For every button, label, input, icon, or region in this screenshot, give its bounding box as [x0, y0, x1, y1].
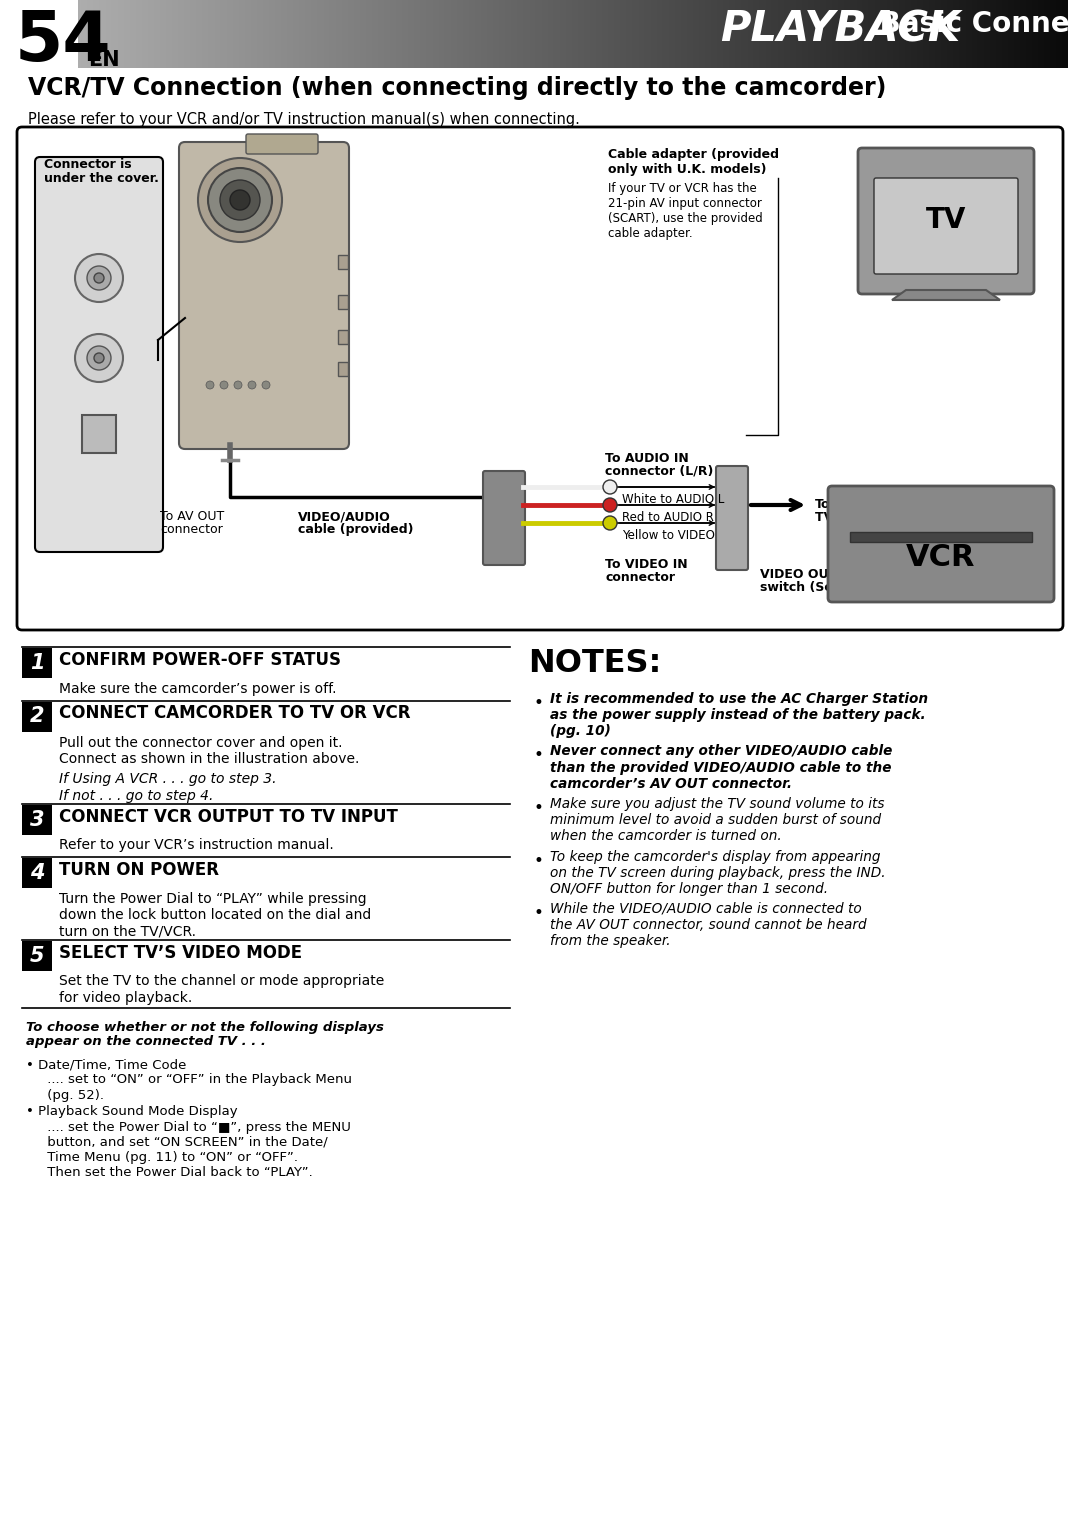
Text: 2: 2: [30, 707, 44, 727]
Text: If your TV or VCR has the
21-pin AV input connector
(SCART), use the provided
ca: If your TV or VCR has the 21-pin AV inpu…: [608, 182, 762, 241]
Circle shape: [234, 382, 242, 389]
Text: Connector is: Connector is: [44, 158, 132, 172]
Circle shape: [208, 169, 272, 231]
Circle shape: [262, 382, 270, 389]
Bar: [338, 362, 348, 376]
Text: CONFIRM POWER-OFF STATUS: CONFIRM POWER-OFF STATUS: [59, 652, 341, 668]
Text: To choose whether or not the following displays
appear on the connected TV . . .: To choose whether or not the following d…: [26, 1021, 383, 1049]
Text: TURN ON POWER: TURN ON POWER: [59, 862, 219, 878]
Bar: [22, 805, 52, 834]
Text: •: •: [534, 851, 544, 869]
Polygon shape: [892, 290, 1000, 300]
Text: Basic Connections: Basic Connections: [870, 11, 1080, 38]
Circle shape: [220, 179, 260, 221]
FancyBboxPatch shape: [858, 149, 1034, 294]
Text: •: •: [534, 799, 544, 817]
Text: Cable adapter (provided
only with U.K. models): Cable adapter (provided only with U.K. m…: [608, 149, 779, 176]
Text: Never connect any other VIDEO/AUDIO cable
than the provided VIDEO/AUDIO cable to: Never connect any other VIDEO/AUDIO cabl…: [550, 745, 892, 791]
Circle shape: [75, 254, 123, 302]
Text: •: •: [534, 694, 544, 711]
Text: Set the TV to the channel or mode appropriate
for video playback.: Set the TV to the channel or mode approp…: [59, 975, 384, 1004]
Bar: [338, 254, 348, 268]
Text: To AUDIO IN: To AUDIO IN: [605, 452, 689, 464]
Text: 1: 1: [30, 653, 44, 673]
Text: VIDEO OUT select: VIDEO OUT select: [760, 569, 883, 581]
Bar: [22, 858, 52, 888]
Circle shape: [87, 267, 111, 290]
Text: SELECT TV’S VIDEO MODE: SELECT TV’S VIDEO MODE: [59, 943, 302, 961]
FancyBboxPatch shape: [35, 156, 163, 552]
Circle shape: [603, 517, 617, 530]
Text: If Using A VCR . . . go to step 3.
If not . . . go to step 4.: If Using A VCR . . . go to step 3. If no…: [59, 773, 276, 803]
Text: connector: connector: [605, 570, 675, 584]
FancyBboxPatch shape: [483, 471, 525, 566]
Bar: [22, 648, 52, 678]
Text: 3: 3: [30, 809, 44, 829]
Text: To AV OUT: To AV OUT: [160, 510, 225, 523]
FancyBboxPatch shape: [874, 178, 1018, 274]
Text: CONNECT VCR OUTPUT TO TV INPUT: CONNECT VCR OUTPUT TO TV INPUT: [59, 808, 397, 825]
Text: To keep the camcorder's display from appearing
on the TV screen during playback,: To keep the camcorder's display from app…: [550, 849, 886, 895]
Text: While the VIDEO/AUDIO cable is connected to
the AV OUT connector, sound cannot b: While the VIDEO/AUDIO cable is connected…: [550, 901, 866, 949]
Bar: [850, 532, 1032, 543]
Bar: [338, 330, 348, 343]
Circle shape: [220, 382, 228, 389]
Text: 5: 5: [30, 946, 44, 966]
Text: cable (provided): cable (provided): [298, 523, 414, 537]
Text: Yellow to VIDEO: Yellow to VIDEO: [622, 529, 715, 543]
Text: PLAYBACK: PLAYBACK: [720, 8, 960, 51]
Bar: [338, 294, 348, 310]
FancyBboxPatch shape: [17, 127, 1063, 630]
Text: 54: 54: [15, 8, 111, 75]
Text: connector: connector: [160, 523, 222, 537]
Text: under the cover.: under the cover.: [44, 172, 159, 185]
Text: VIDEO/AUDIO: VIDEO/AUDIO: [298, 510, 391, 523]
Text: To VIDEO IN: To VIDEO IN: [605, 558, 688, 570]
Text: •: •: [534, 747, 544, 765]
Text: Red to AUDIO R: Red to AUDIO R: [622, 510, 714, 524]
Text: 4: 4: [30, 863, 44, 883]
Circle shape: [206, 382, 214, 389]
Text: Refer to your VCR’s instruction manual.: Refer to your VCR’s instruction manual.: [59, 839, 334, 852]
Text: Make sure the camcorder’s power is off.: Make sure the camcorder’s power is off.: [59, 682, 337, 696]
Text: It is recommended to use the AC Charger Station
as the power supply instead of t: It is recommended to use the AC Charger …: [550, 691, 928, 739]
Text: connector (L/R): connector (L/R): [605, 464, 714, 478]
Text: Pull out the connector cover and open it.
Connect as shown in the illustration a: Pull out the connector cover and open it…: [59, 736, 360, 765]
FancyBboxPatch shape: [246, 133, 318, 153]
Circle shape: [94, 353, 104, 363]
Text: White to AUDIO L: White to AUDIO L: [622, 494, 725, 506]
Circle shape: [87, 346, 111, 369]
Circle shape: [94, 273, 104, 284]
FancyBboxPatch shape: [716, 466, 748, 570]
Text: •: •: [534, 904, 544, 921]
FancyBboxPatch shape: [828, 486, 1054, 602]
Text: switch (Set to CVBS): switch (Set to CVBS): [760, 581, 905, 593]
Text: To: To: [815, 498, 831, 510]
Circle shape: [248, 382, 256, 389]
Bar: [82, 415, 116, 452]
Text: TV or VCR: TV or VCR: [815, 510, 885, 524]
Text: VCR/TV Connection (when connecting directly to the camcorder): VCR/TV Connection (when connecting direc…: [28, 77, 887, 100]
Text: Please refer to your VCR and/or TV instruction manual(s) when connecting.: Please refer to your VCR and/or TV instr…: [28, 112, 580, 127]
Circle shape: [603, 480, 617, 494]
Bar: [22, 702, 52, 731]
Bar: [22, 941, 52, 970]
Text: • Date/Time, Time Code
     .... set to “ON” or “OFF” in the Playback Menu
     : • Date/Time, Time Code .... set to “ON” …: [26, 1058, 352, 1102]
Text: Make sure you adjust the TV sound volume to its
minimum level to avoid a sudden : Make sure you adjust the TV sound volume…: [550, 797, 885, 843]
Text: CONNECT CAMCORDER TO TV OR VCR: CONNECT CAMCORDER TO TV OR VCR: [59, 705, 410, 722]
Circle shape: [603, 498, 617, 512]
Circle shape: [230, 190, 249, 210]
Circle shape: [75, 334, 123, 382]
Text: EN: EN: [87, 51, 120, 71]
Circle shape: [198, 158, 282, 242]
Text: Turn the Power Dial to “PLAY” while pressing
down the lock button located on the: Turn the Power Dial to “PLAY” while pres…: [59, 892, 372, 938]
FancyBboxPatch shape: [179, 143, 349, 449]
Text: • Playback Sound Mode Display
     .... set the Power Dial to “■”, press the MEN: • Playback Sound Mode Display .... set t…: [26, 1105, 351, 1179]
Text: NOTES:: NOTES:: [528, 648, 661, 679]
Text: VCR: VCR: [906, 544, 975, 572]
Text: TV: TV: [926, 205, 967, 235]
